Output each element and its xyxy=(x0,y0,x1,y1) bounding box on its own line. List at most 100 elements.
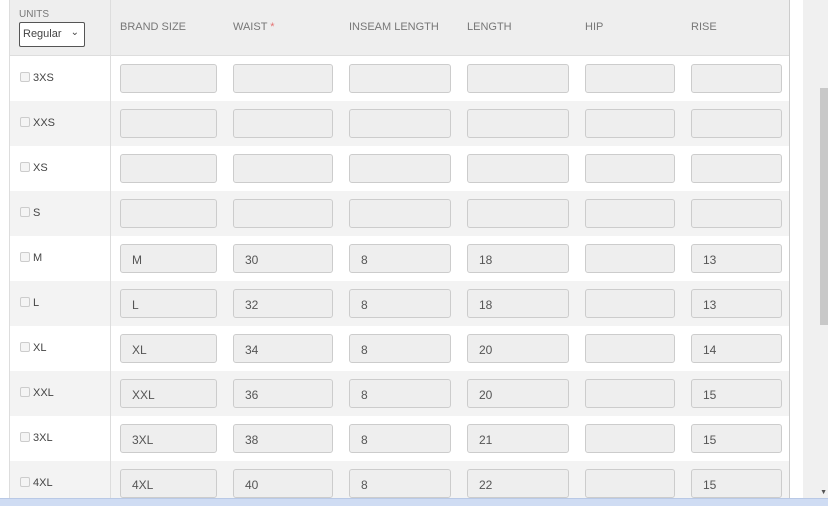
table-row: S xyxy=(10,191,789,236)
hip-input[interactable] xyxy=(585,109,675,138)
length-input[interactable] xyxy=(467,64,569,93)
brand-size-input[interactable] xyxy=(120,199,217,228)
col-waist: WAIST * xyxy=(233,21,275,33)
table-row: XXS xyxy=(10,101,789,146)
size-cell: XXL xyxy=(10,371,111,416)
inseam-length-input[interactable]: 8 xyxy=(349,289,451,318)
hip-input[interactable] xyxy=(585,469,675,498)
hip-input[interactable] xyxy=(585,379,675,408)
size-checkbox[interactable] xyxy=(20,297,30,307)
brand-size-input[interactable] xyxy=(120,64,217,93)
hip-input[interactable] xyxy=(585,154,675,183)
brand-size-input[interactable]: M xyxy=(120,244,217,273)
rise-input[interactable]: 14 xyxy=(691,334,782,363)
waist-input[interactable] xyxy=(233,154,333,183)
size-label: L xyxy=(33,297,40,309)
length-input[interactable]: 21 xyxy=(467,424,569,453)
size-checkbox[interactable] xyxy=(20,117,30,127)
rise-input[interactable] xyxy=(691,154,782,183)
waist-input[interactable]: 36 xyxy=(233,379,333,408)
rise-input[interactable]: 13 xyxy=(691,244,782,273)
size-cell: XXS xyxy=(10,101,111,146)
size-cell: 3XS xyxy=(10,56,111,101)
rise-input[interactable]: 15 xyxy=(691,469,782,498)
length-input[interactable] xyxy=(467,199,569,228)
rise-input[interactable]: 13 xyxy=(691,289,782,318)
waist-input[interactable] xyxy=(233,109,333,138)
chevron-down-icon: ⌄ xyxy=(70,27,79,38)
col-waist-label: WAIST xyxy=(233,21,268,33)
length-input[interactable]: 18 xyxy=(467,289,569,318)
length-input[interactable]: 20 xyxy=(467,379,569,408)
inseam-length-input[interactable]: 8 xyxy=(349,244,451,273)
inseam-length-input[interactable]: 8 xyxy=(349,469,451,498)
hip-input[interactable] xyxy=(585,244,675,273)
inseam-length-input[interactable] xyxy=(349,154,451,183)
waist-input[interactable] xyxy=(233,199,333,228)
length-input[interactable]: 18 xyxy=(467,244,569,273)
length-input[interactable]: 22 xyxy=(467,469,569,498)
inseam-length-input[interactable]: 8 xyxy=(349,379,451,408)
col-rise: RISE xyxy=(691,21,717,33)
inseam-length-input[interactable]: 8 xyxy=(349,424,451,453)
length-input[interactable]: 20 xyxy=(467,334,569,363)
rise-input[interactable] xyxy=(691,199,782,228)
waist-input[interactable]: 38 xyxy=(233,424,333,453)
rise-input[interactable] xyxy=(691,64,782,93)
rise-input[interactable]: 15 xyxy=(691,424,782,453)
brand-size-input[interactable]: XXL xyxy=(120,379,217,408)
table-row: 3XL 3XL 38 8 21 15 xyxy=(10,416,789,461)
size-checkbox[interactable] xyxy=(20,207,30,217)
rise-input[interactable]: 15 xyxy=(691,379,782,408)
size-label: XS xyxy=(33,162,48,174)
table-row: XXL XXL 36 8 20 15 xyxy=(10,371,789,416)
waist-input[interactable]: 32 xyxy=(233,289,333,318)
size-checkbox[interactable] xyxy=(20,477,30,487)
waist-input[interactable] xyxy=(233,64,333,93)
size-cell: XS xyxy=(10,146,111,191)
hip-input[interactable] xyxy=(585,334,675,363)
brand-size-input[interactable] xyxy=(120,154,217,183)
size-checkbox[interactable] xyxy=(20,252,30,262)
brand-size-input[interactable]: L xyxy=(120,289,217,318)
size-checkbox[interactable] xyxy=(20,342,30,352)
units-cell: UNITS Regular ⌄ xyxy=(10,0,111,55)
scroll-down-arrow-icon[interactable]: ▼ xyxy=(820,489,827,496)
inseam-length-input[interactable]: 8 xyxy=(349,334,451,363)
hip-input[interactable] xyxy=(585,199,675,228)
size-label: XXL xyxy=(33,387,54,399)
col-brand-size: BRAND SIZE xyxy=(120,21,187,33)
scrollbar-thumb[interactable] xyxy=(820,88,828,325)
inseam-length-input[interactable] xyxy=(349,109,451,138)
size-checkbox[interactable] xyxy=(20,387,30,397)
size-label: 3XL xyxy=(33,432,53,444)
waist-input[interactable]: 40 xyxy=(233,469,333,498)
inseam-length-input[interactable] xyxy=(349,64,451,93)
units-value: Regular xyxy=(23,28,62,40)
units-select[interactable]: Regular ⌄ xyxy=(19,22,85,47)
hip-input[interactable] xyxy=(585,424,675,453)
size-label: M xyxy=(33,252,43,264)
length-input[interactable] xyxy=(467,154,569,183)
size-checkbox[interactable] xyxy=(20,162,30,172)
inseam-length-input[interactable] xyxy=(349,199,451,228)
waist-input[interactable]: 34 xyxy=(233,334,333,363)
size-checkbox[interactable] xyxy=(20,72,30,82)
size-label: S xyxy=(33,207,41,219)
table-row: XL XL 34 8 20 14 xyxy=(10,326,789,371)
col-inseam: INSEAM LENGTH xyxy=(349,21,439,33)
brand-size-input[interactable]: 3XL xyxy=(120,424,217,453)
brand-size-input[interactable]: 4XL xyxy=(120,469,217,498)
size-checkbox[interactable] xyxy=(20,432,30,442)
table-row: 3XS xyxy=(10,56,789,101)
brand-size-input[interactable]: XL xyxy=(120,334,217,363)
length-input[interactable] xyxy=(467,109,569,138)
hip-input[interactable] xyxy=(585,289,675,318)
required-mark: * xyxy=(270,21,275,33)
size-label: 3XS xyxy=(33,72,54,84)
hip-input[interactable] xyxy=(585,64,675,93)
rise-input[interactable] xyxy=(691,109,782,138)
waist-input[interactable]: 30 xyxy=(233,244,333,273)
brand-size-input[interactable] xyxy=(120,109,217,138)
scrollbar[interactable]: ▼ xyxy=(803,0,828,506)
